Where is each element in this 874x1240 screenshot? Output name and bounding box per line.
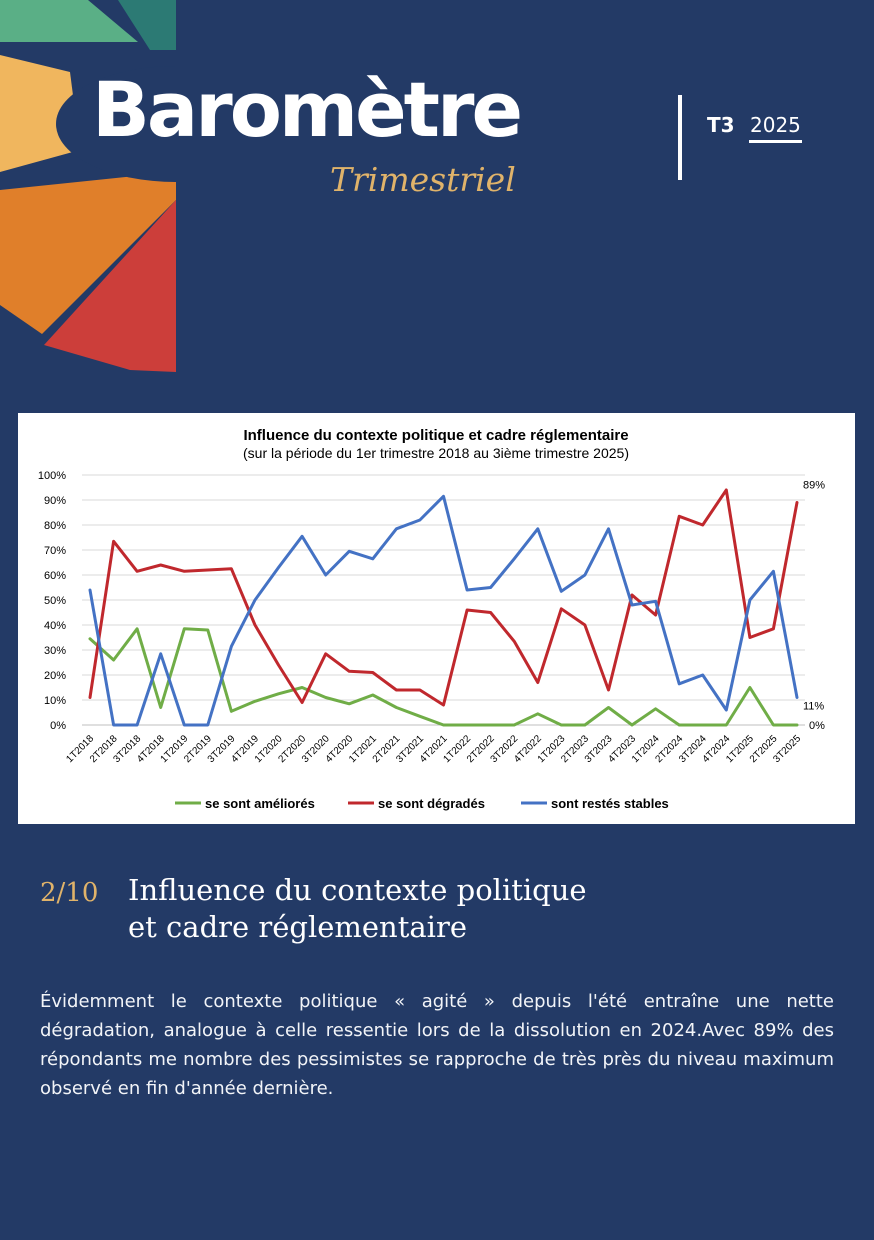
legend-label: se sont améliorés — [205, 796, 315, 811]
y-tick-label: 70% — [44, 545, 66, 557]
issue-year: 2025 — [750, 113, 801, 137]
series-line-3 — [88, 494, 799, 727]
chart-title: Influence du contexte politique et cadre… — [243, 427, 628, 444]
wheel-segment-teal — [118, 0, 176, 50]
issue-year-underline — [749, 140, 802, 143]
y-tick-label: 40% — [44, 620, 66, 632]
wheel-segment-green — [0, 0, 138, 42]
logo-title: Baromètre — [92, 65, 523, 154]
logo-subtitle: Trimestriel — [330, 160, 516, 199]
logo-color-wheel — [0, 0, 180, 372]
y-tick-label: 0% — [50, 720, 66, 732]
legend-label: sont restés stables — [551, 796, 669, 811]
body-paragraph: Évidemment le contexte politique « agité… — [40, 991, 834, 1099]
section-number: 2/10 — [40, 878, 99, 908]
wheel-segment-red — [44, 200, 176, 372]
y-tick-label: 10% — [44, 695, 66, 707]
line-chart: Influence du contexte politique et cadre… — [38, 427, 825, 811]
y-tick-label: 20% — [44, 670, 66, 682]
wheel-segment-yellow — [0, 55, 80, 172]
series-line-1 — [88, 627, 799, 727]
y-tick-label: 90% — [44, 495, 66, 507]
wheel-segment-orange — [0, 176, 176, 334]
data-label: 11% — [803, 701, 824, 713]
section-title-line2: et cadre réglementaire — [128, 910, 467, 944]
y-tick-label: 30% — [44, 645, 66, 657]
y-tick-label: 100% — [38, 470, 66, 482]
y-tick-label: 60% — [44, 570, 66, 582]
chart-subtitle: (sur la période du 1er trimestre 2018 au… — [243, 445, 629, 461]
chart-card: Influence du contexte politique et cadre… — [18, 413, 855, 824]
y-tick-label: 80% — [44, 520, 66, 532]
logo-backdrop — [56, 66, 180, 182]
header-divider — [678, 95, 682, 180]
data-label: 0% — [809, 720, 825, 732]
issue-quarter: T3 — [707, 113, 735, 137]
data-label: 89% — [803, 480, 825, 492]
section-title-line1: Influence du contexte politique — [128, 873, 587, 907]
section-title: Influence du contexte politique et cadre… — [128, 872, 728, 946]
y-tick-label: 50% — [44, 595, 66, 607]
series-line-2 — [88, 488, 799, 707]
legend-label: se sont dégradés — [378, 796, 485, 811]
